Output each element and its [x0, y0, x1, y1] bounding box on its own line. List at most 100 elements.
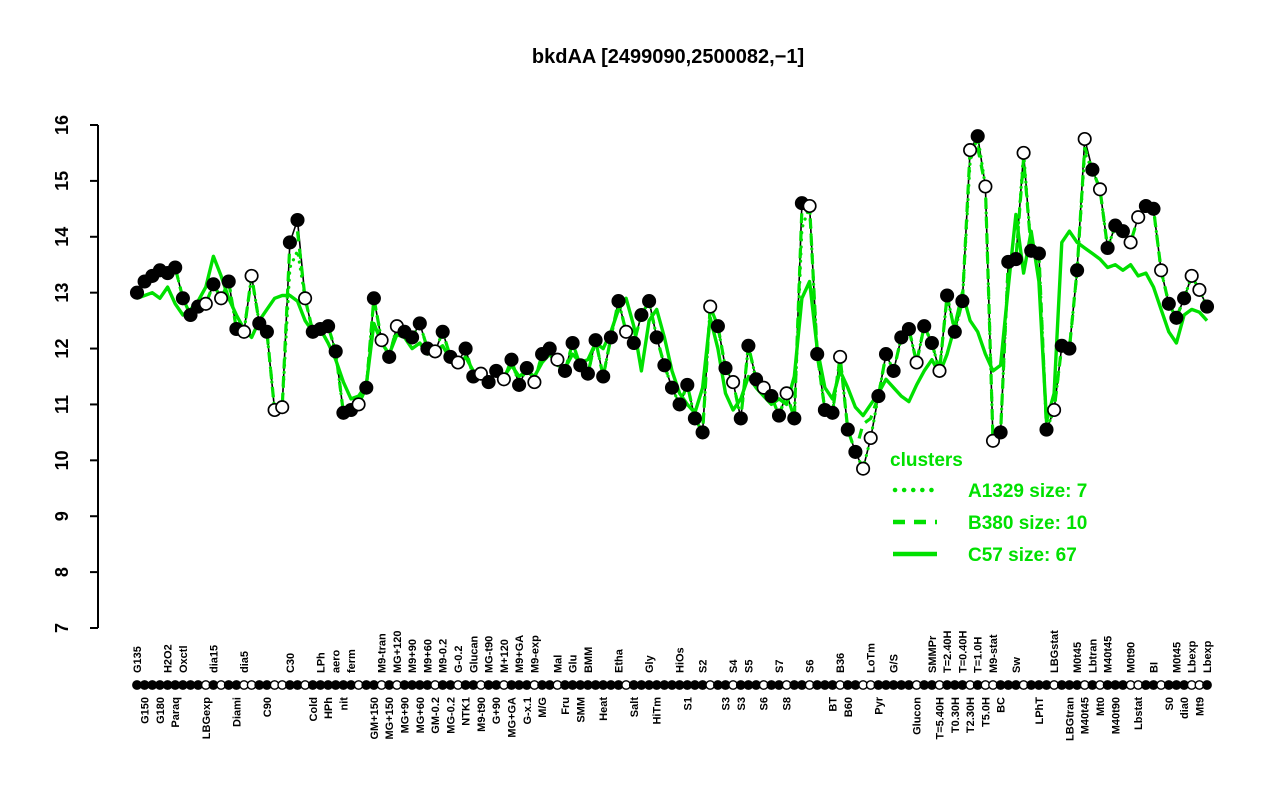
- data-point-filled: [787, 411, 802, 426]
- condition-label: T5.0H: [980, 697, 992, 727]
- legend-label-a1329: A1329 size: 7: [968, 481, 1087, 502]
- condition-label: MG-0.2: [445, 697, 457, 734]
- condition-label: M9-t90: [476, 697, 488, 732]
- data-point-open: [978, 179, 993, 194]
- data-point-filled: [1008, 252, 1023, 267]
- data-point-filled: [206, 277, 221, 292]
- condition-label: dia5: [239, 651, 251, 673]
- data-point-filled: [221, 274, 236, 289]
- legend-label-c57: C57 size: 67: [968, 545, 1077, 566]
- condition-label: Glucan: [468, 635, 480, 673]
- data-point-open: [198, 296, 213, 311]
- condition-label: SMMPr: [927, 635, 939, 673]
- data-point-open: [1154, 263, 1169, 278]
- condition-label: G+90: [491, 697, 503, 724]
- data-point-filled: [504, 352, 519, 367]
- data-point-filled: [405, 330, 420, 345]
- data-point-filled: [1169, 310, 1184, 325]
- condition-label: dia15: [208, 645, 220, 673]
- legend: clusters A1329 size: 7 B380 size: 10 C57…: [890, 450, 1087, 566]
- y-tick-label: 9: [52, 511, 72, 521]
- condition-label: Lbexp: [1187, 640, 1199, 673]
- condition-label: S4: [728, 659, 740, 673]
- condition-label: BT: [828, 697, 840, 712]
- data-point-open: [1184, 268, 1199, 283]
- condition-label: G135: [132, 646, 144, 673]
- condition-label: MG+120: [392, 631, 404, 674]
- condition-label: MG-t90: [484, 636, 496, 673]
- condition-label: BMM: [583, 647, 595, 673]
- condition-label: S3: [721, 697, 733, 710]
- data-point-filled: [580, 366, 595, 381]
- y-axis: 7 8 9 10 11 12 13 14 15 16: [52, 115, 99, 633]
- data-point-filled: [565, 335, 580, 351]
- data-point-filled: [328, 344, 343, 359]
- condition-label: M0t90: [1126, 642, 1138, 673]
- condition-label: BC: [996, 697, 1008, 713]
- condition-label: Pyr: [873, 696, 885, 714]
- condition-label: M9+60: [422, 639, 434, 673]
- data-point-open: [1016, 145, 1031, 160]
- condition-label: LBGstat: [1049, 630, 1061, 673]
- y-tick-label: 12: [52, 339, 72, 359]
- data-point-filled: [672, 397, 687, 412]
- condition-label: Glu: [568, 655, 580, 673]
- data-point-filled: [664, 380, 680, 395]
- data-point-filled: [1062, 341, 1077, 356]
- data-point-filled: [901, 321, 916, 337]
- condition-label: NTK1: [461, 697, 473, 726]
- data-point-filled: [955, 294, 970, 309]
- data-point-filled: [321, 319, 336, 334]
- condition-label: S1: [682, 697, 694, 710]
- condition-label: Mt9: [1194, 697, 1206, 716]
- data-point-open: [1131, 210, 1146, 225]
- data-point-filled: [649, 330, 664, 345]
- condition-label: Mal: [552, 655, 564, 673]
- data-point-filled: [282, 235, 297, 250]
- condition-label: G/S: [889, 654, 901, 673]
- data-point-filled: [175, 291, 190, 306]
- condition-label: B36: [835, 653, 847, 673]
- condition-label: Lbexp: [1202, 640, 1214, 673]
- condition-label: C30: [285, 653, 297, 673]
- legend-label-b380: B380 size: 10: [968, 513, 1087, 534]
- condition-label: Gly: [644, 654, 656, 673]
- data-point-filled: [993, 425, 1008, 440]
- data-point-filled: [359, 380, 374, 395]
- condition-label: BI: [1149, 662, 1161, 673]
- data-point-open: [450, 355, 466, 370]
- condition-label: M9-tran: [377, 633, 389, 673]
- condition-label: H2O2: [163, 644, 175, 673]
- condition-label: Paraq: [170, 697, 182, 728]
- data-point-filled: [878, 347, 894, 362]
- condition-label: S7: [774, 660, 786, 673]
- data-point-filled: [512, 377, 527, 392]
- condition-label: G150: [140, 697, 152, 724]
- condition-label: dia0: [1179, 697, 1191, 719]
- data-point-open: [298, 291, 313, 306]
- data-point-filled: [435, 324, 450, 339]
- condition-label: SMM: [575, 697, 587, 723]
- condition-label: T2.30H: [965, 697, 977, 733]
- condition-symbol: [1202, 680, 1212, 690]
- data-point-filled: [382, 349, 397, 364]
- data-point-filled: [1085, 162, 1100, 177]
- data-point-open: [214, 291, 229, 306]
- data-point-filled: [168, 260, 183, 275]
- condition-label: ferm: [346, 649, 358, 673]
- data-point-filled: [810, 347, 825, 362]
- condition-label: Mt0: [1095, 697, 1107, 716]
- condition-label: G-x.1: [522, 697, 534, 725]
- data-point-filled: [940, 288, 955, 303]
- condition-label: Fru: [560, 697, 572, 715]
- condition-label: HiTm: [652, 697, 664, 725]
- data-point-filled: [412, 316, 427, 331]
- condition-label: S0: [1164, 697, 1176, 710]
- condition-label: M0t45: [1072, 642, 1084, 673]
- condition-label: M40t90: [1110, 697, 1122, 734]
- data-point-open: [779, 386, 794, 401]
- data-point-filled: [626, 335, 641, 351]
- condition-label: S8: [782, 697, 794, 710]
